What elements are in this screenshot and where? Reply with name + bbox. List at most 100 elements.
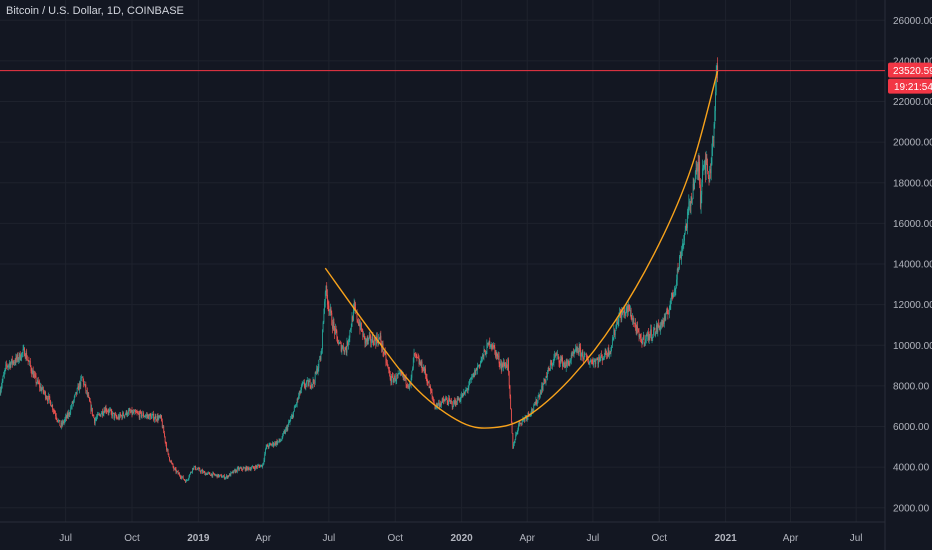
candle-body bbox=[311, 384, 312, 387]
candle-body bbox=[441, 399, 443, 403]
candle-body bbox=[591, 360, 593, 364]
candle-body bbox=[702, 168, 703, 183]
candle-body bbox=[710, 169, 711, 174]
candle-body bbox=[611, 339, 613, 346]
candle-body bbox=[207, 472, 209, 474]
candle-body bbox=[372, 336, 374, 344]
candle-body bbox=[23, 348, 25, 350]
candle-body bbox=[303, 382, 305, 387]
candle-body bbox=[147, 415, 149, 417]
candle-body bbox=[17, 354, 19, 361]
candle-body bbox=[605, 349, 607, 355]
candle-body bbox=[703, 164, 705, 168]
candle-body bbox=[278, 439, 280, 442]
x-tick-label: Jul bbox=[850, 533, 863, 544]
candle-body bbox=[489, 340, 491, 347]
candle-body bbox=[556, 354, 558, 356]
candle-body bbox=[644, 342, 646, 344]
cup-curve-drawing[interactable] bbox=[324, 70, 719, 429]
candle-body bbox=[642, 335, 644, 340]
candle-body bbox=[411, 370, 413, 378]
candle-body bbox=[235, 469, 237, 473]
candle-body bbox=[118, 416, 120, 419]
candle-body bbox=[464, 391, 466, 395]
chart-title: Bitcoin / U.S. Dollar, 1D, COINBASE bbox=[6, 5, 184, 17]
candle-body bbox=[184, 480, 186, 483]
candle-body bbox=[538, 394, 540, 397]
candle-body bbox=[438, 402, 440, 408]
candle-body bbox=[148, 414, 150, 420]
candle-body bbox=[72, 402, 74, 404]
candle-body bbox=[351, 316, 353, 327]
candle-body bbox=[48, 395, 50, 397]
candle-body bbox=[288, 422, 290, 423]
candle-body bbox=[191, 471, 193, 473]
candle-body bbox=[51, 404, 53, 407]
candle-body bbox=[558, 357, 560, 363]
candle-body bbox=[175, 468, 177, 473]
candle-body bbox=[668, 308, 670, 314]
candle-body bbox=[101, 411, 103, 415]
candle-body bbox=[268, 443, 270, 448]
candle-body bbox=[56, 418, 58, 421]
candle-body bbox=[140, 411, 142, 413]
candle-body bbox=[226, 475, 228, 478]
candle-body bbox=[548, 368, 550, 370]
candle-body bbox=[225, 477, 227, 479]
candle-body bbox=[182, 476, 183, 477]
candle-body bbox=[29, 361, 31, 366]
candle-body bbox=[539, 394, 540, 398]
candle-body bbox=[534, 403, 536, 405]
candle-body bbox=[681, 246, 683, 251]
candle-body bbox=[54, 411, 56, 414]
candle-body bbox=[275, 441, 277, 445]
candle-body bbox=[471, 376, 473, 379]
candle-body bbox=[210, 474, 212, 476]
candle-body bbox=[478, 364, 480, 367]
candle-body bbox=[324, 292, 326, 302]
candle-body bbox=[138, 413, 139, 414]
candle-body bbox=[442, 399, 444, 400]
candle-body bbox=[567, 360, 569, 363]
candle-body bbox=[446, 399, 448, 403]
candle-body bbox=[535, 399, 537, 405]
candle-body bbox=[127, 410, 129, 415]
candle-body bbox=[602, 357, 604, 361]
candle-body bbox=[75, 391, 77, 395]
candle-body bbox=[637, 328, 639, 333]
x-tick-label: 2019 bbox=[187, 533, 210, 544]
candle-body bbox=[24, 356, 26, 359]
candle-body bbox=[668, 313, 670, 315]
time-axis[interactable]: Jul Oct 2019 Apr Jul Oct 2020 Apr Jul Oct 2021 Apr J… bbox=[59, 533, 862, 544]
candle-body bbox=[214, 474, 216, 476]
candle-body bbox=[348, 337, 350, 342]
candle-body bbox=[624, 310, 626, 316]
candle-body bbox=[39, 386, 41, 388]
candle-body bbox=[437, 404, 439, 407]
candle-body bbox=[512, 433, 514, 449]
candle-body bbox=[319, 359, 321, 360]
candle-body bbox=[3, 372, 5, 375]
candle-body bbox=[706, 157, 708, 164]
candle-body bbox=[399, 372, 401, 374]
candle-body bbox=[673, 292, 675, 297]
candle-body bbox=[458, 399, 460, 401]
candle-body bbox=[413, 353, 415, 359]
candle-body bbox=[68, 412, 70, 415]
candle-body bbox=[580, 347, 582, 357]
candle-body bbox=[96, 417, 98, 419]
candle-body bbox=[271, 444, 273, 446]
candle-body bbox=[557, 354, 558, 355]
candle-body bbox=[124, 414, 126, 417]
candle-body bbox=[596, 359, 598, 361]
candle-body bbox=[491, 344, 493, 348]
candle-body bbox=[323, 313, 325, 323]
candle-body bbox=[487, 342, 489, 345]
price-axis[interactable]: 2000.00 4000.00 6000.00 8000.00 10000.00 1200… bbox=[893, 16, 932, 514]
candle-body bbox=[485, 353, 487, 355]
candle-body bbox=[322, 322, 324, 330]
candle-body bbox=[358, 324, 360, 326]
candle-body bbox=[0, 389, 2, 394]
candle-body bbox=[452, 406, 454, 408]
